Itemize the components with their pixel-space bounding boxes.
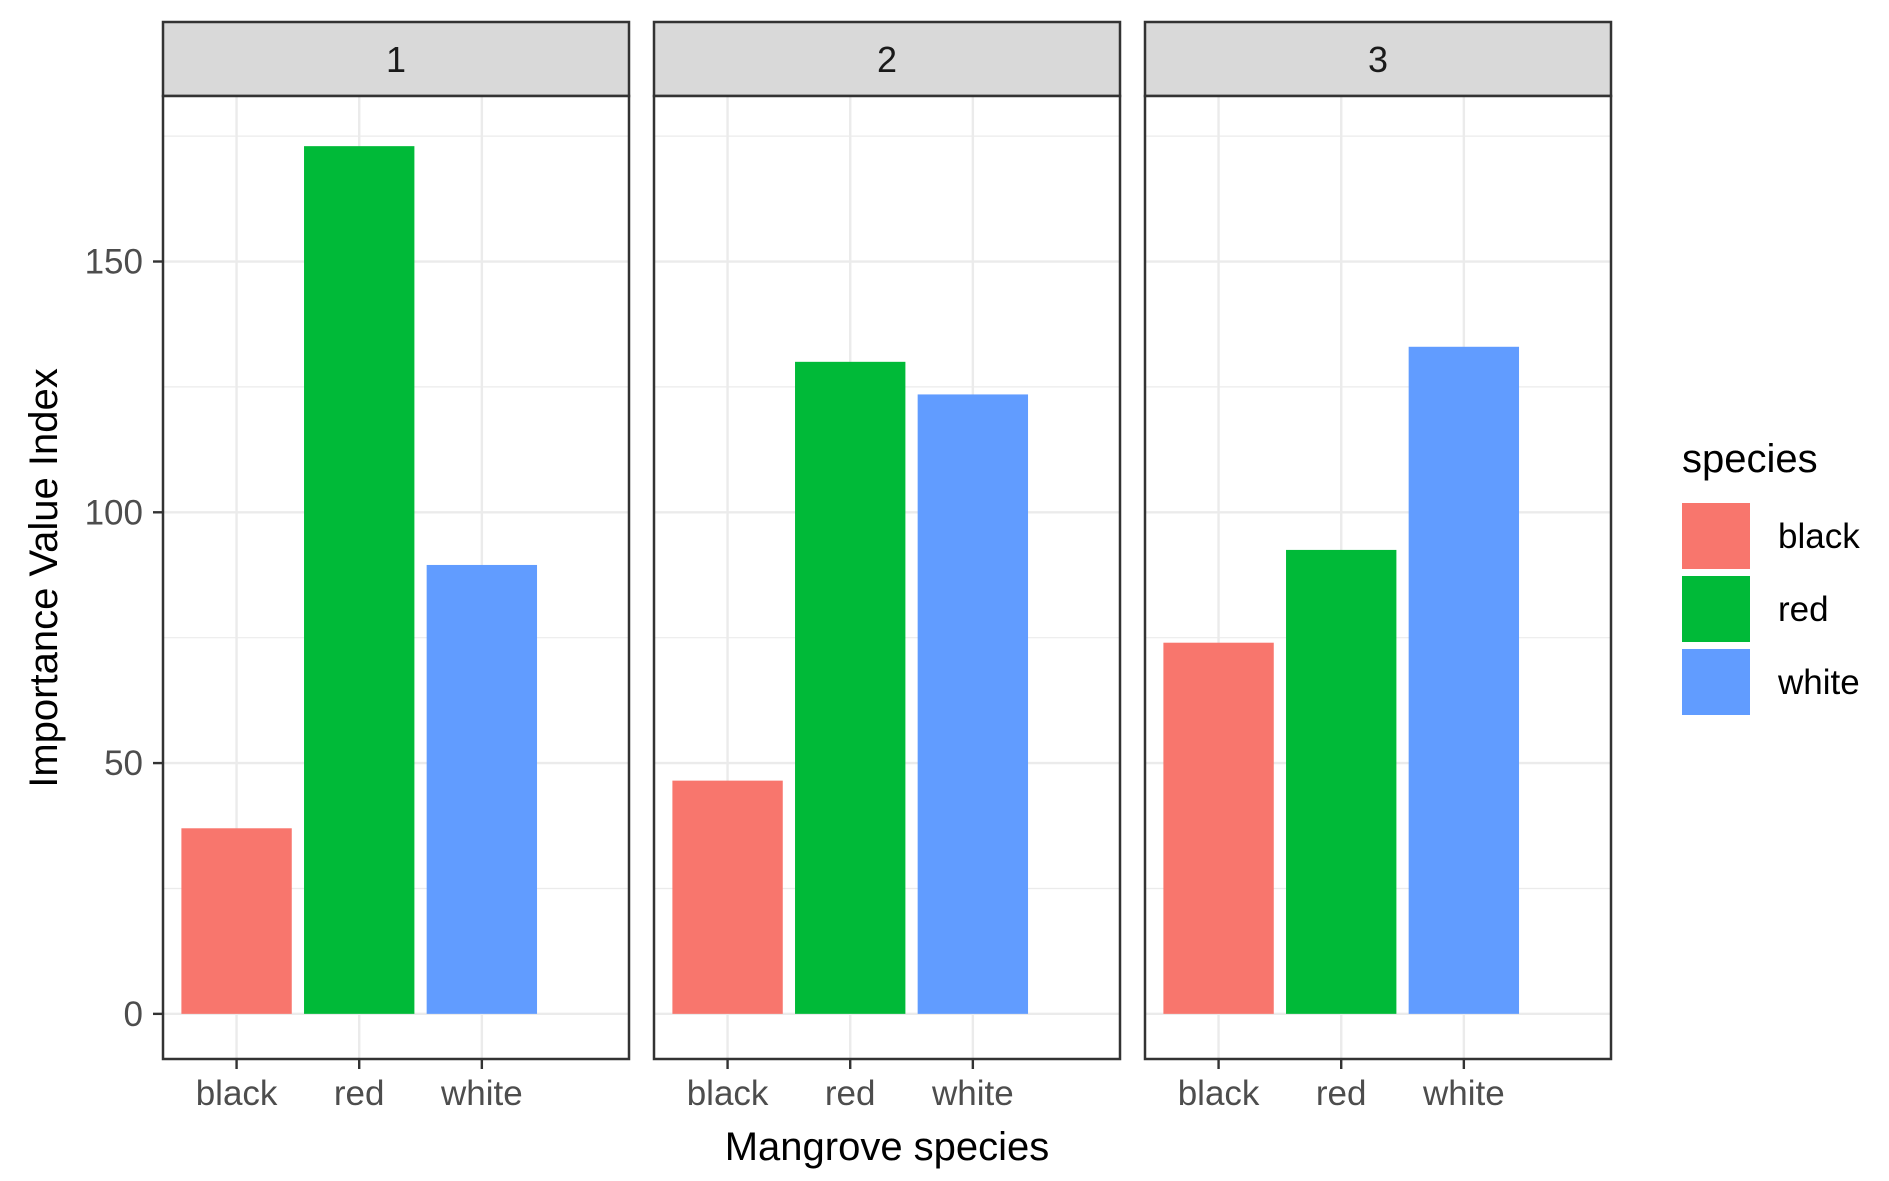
y-tick-label: 100 [85, 493, 143, 532]
legend-key-white [1682, 649, 1750, 715]
legend-items: black red white [1682, 503, 1860, 715]
bar-1-white [426, 564, 538, 1014]
legend-key-black [1682, 503, 1750, 569]
bar-3-black [1163, 642, 1274, 1014]
facet-strip [1143, 20, 1613, 98]
y-axis-title: Importance Value Index [22, 368, 66, 788]
x-tick-label: white [931, 1074, 1014, 1113]
x-tick-label: red [1316, 1074, 1367, 1113]
facet-panel-3: 3 black red white [1143, 20, 1613, 1113]
panel-border [1143, 94, 1613, 1061]
facet-panel-1: 1 black red white [161, 20, 631, 1113]
x-tick-label: white [440, 1074, 523, 1113]
y-tick-label: 50 [104, 744, 143, 783]
facet-strip-label: 1 [386, 39, 406, 80]
legend-label-black: black [1778, 517, 1860, 556]
bar-1-red [304, 146, 415, 1014]
y-tick-label: 0 [124, 995, 143, 1034]
legend: species black red white [1682, 437, 1860, 715]
x-tick-label: red [334, 1074, 385, 1113]
x-tick-label: red [825, 1074, 876, 1113]
y-axis: 0 50 100 150 [85, 243, 163, 1034]
x-tick-label: white [1422, 1074, 1505, 1113]
facet-strip-label: 2 [877, 39, 897, 80]
bar-1-black [181, 828, 292, 1014]
bar-2-black [672, 780, 783, 1014]
bar-3-white [1408, 346, 1520, 1014]
legend-key-red [1682, 576, 1750, 642]
bar-2-red [795, 361, 906, 1014]
facet-strip [652, 20, 1122, 98]
bar-2-white [917, 394, 1029, 1014]
facet-panel-2: 2 black red white [652, 20, 1122, 1113]
y-tick-label: 150 [85, 243, 143, 282]
x-tick-label: black [687, 1074, 769, 1113]
x-axis-title: Mangrove species [725, 1125, 1050, 1169]
panel-border [161, 94, 631, 1061]
panel-border [652, 94, 1122, 1061]
x-tick-label: black [196, 1074, 278, 1113]
legend-title: species [1682, 437, 1818, 481]
legend-label-red: red [1778, 590, 1829, 629]
facet-strip [161, 20, 631, 98]
x-tick-label: black [1178, 1074, 1260, 1113]
facet-strip-label: 3 [1368, 39, 1388, 80]
facet-panels: 1 black red white 2 black red white 3 black red whi… [161, 20, 1613, 1113]
legend-label-white: white [1777, 663, 1860, 702]
bar-3-red [1286, 549, 1397, 1014]
